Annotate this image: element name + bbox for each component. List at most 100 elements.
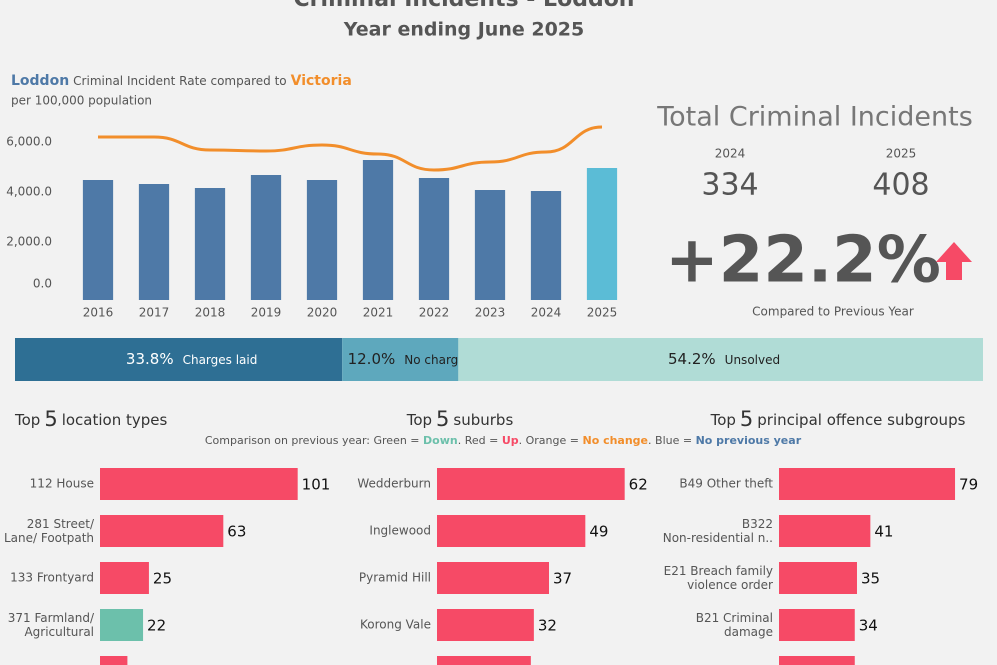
value-label: 49 [589,523,608,541]
kpi-value: 334 [701,168,758,203]
bar [530,191,562,300]
bar [362,160,394,300]
kpi-title: Total Criminal Incidents [656,102,973,133]
kpi-year: 2024 [715,147,746,161]
segment-value: 54.2% [668,350,716,368]
chart-title: Loddon Criminal Incident Rate compared to… [11,73,352,89]
category-label: Inglewood [369,524,431,538]
value-label: 14 [131,664,150,665]
value-label: 101 [302,476,331,494]
title-part: principal offence subgroups [757,411,965,429]
category-label: B49 Other theft [679,477,773,491]
y-tick-label: 6,000.0 [6,135,52,149]
value-label: 25 [153,570,172,588]
bar [586,168,618,300]
value-label: 32 [538,617,557,635]
title-part: 5 [44,407,57,431]
x-tick-label: 2025 [587,306,618,320]
kpi-year: 2025 [886,147,917,161]
note-part: No previous year [696,434,802,447]
series-name: Loddon [11,73,69,89]
segment-value: 33.8% [126,350,174,368]
value-label: 62 [629,476,648,494]
title-part: 5 [740,407,753,431]
bar [100,562,149,594]
value-label: 34 [859,617,878,635]
bar [82,180,114,300]
bar [437,562,549,594]
bar [100,656,128,665]
chart-title-text: Criminal Incident Rate compared to [73,74,286,88]
bar [437,656,531,665]
chart-subtitle: per 100,000 population [11,94,152,108]
category-label: 281 Street/Lane/ Footpath [4,517,95,545]
x-tick-label: 2019 [251,306,282,320]
category-label: B21 Criminal damage [696,611,773,639]
chart-title: Top 5 principal offence subgroups [710,407,966,431]
bar [306,180,338,300]
title-part: Top [406,411,432,429]
value-label: 37 [553,570,572,588]
note-part: . Red = [458,434,502,447]
bar [100,468,298,500]
y-tick-label: 2,000.0 [6,235,52,249]
category-label: B322 Non-residential n.. [663,517,773,545]
note-part: No change [582,434,648,447]
segment-label: Charges laid [183,353,258,367]
title-part: location types [62,411,168,429]
bar [194,188,226,300]
category-label: Korong Vale [360,618,431,632]
value-label: 31 [535,664,554,665]
bar [418,178,450,300]
up-arrow [936,242,972,280]
y-tick-label: 0.0 [33,277,52,291]
line [97,125,603,172]
value-label: 34 [859,664,878,665]
value-label: 41 [874,523,893,541]
x-tick-label: 2016 [83,306,114,320]
chart-title: Top 5 location types [14,407,167,431]
segment [458,338,983,381]
category-label: Pyramid Hill [359,571,431,585]
note-part: . Orange = [519,434,583,447]
value-label: 35 [861,570,880,588]
chart-title: Top 5 suburbs [406,407,514,431]
series-name: Victoria [291,73,352,89]
bar [437,468,625,500]
bar [779,562,857,594]
segment [15,338,343,381]
category-label: E21 Breach family violence order [664,564,773,592]
x-tick-label: 2017 [139,306,170,320]
kpi-caption: Compared to Previous Year [752,305,914,319]
kpi-change: +22.2% [665,224,941,298]
note-part: Up [502,434,519,447]
bar [779,515,871,547]
bar [437,515,586,547]
bar [250,175,282,300]
category-label: 371 Farmland/Agricultural [8,611,95,639]
segment-label: Unsolved [725,353,780,367]
x-tick-label: 2024 [531,306,562,320]
category-label: 133 Frontyard [10,571,94,585]
title-part: suburbs [453,411,513,429]
title-part: 5 [436,407,449,431]
bar [779,656,855,665]
bar [779,609,855,641]
bar [100,609,144,641]
dashboard-title: Criminal Incidents - Loddon [294,0,635,12]
x-tick-label: 2022 [419,306,450,320]
legend-note: Comparison on previous year: Green = Dow… [205,434,802,447]
x-tick-label: 2021 [363,306,394,320]
x-tick-label: 2023 [475,306,506,320]
bar [779,468,956,500]
value-label: 79 [959,476,978,494]
x-tick-label: 2018 [195,306,226,320]
category-label: 112 House [30,477,94,491]
bar [100,515,224,547]
title-part: Top [14,411,40,429]
value-label: 22 [147,617,166,635]
bar [138,184,170,300]
bar [474,190,506,300]
note-part: Down [423,434,458,447]
